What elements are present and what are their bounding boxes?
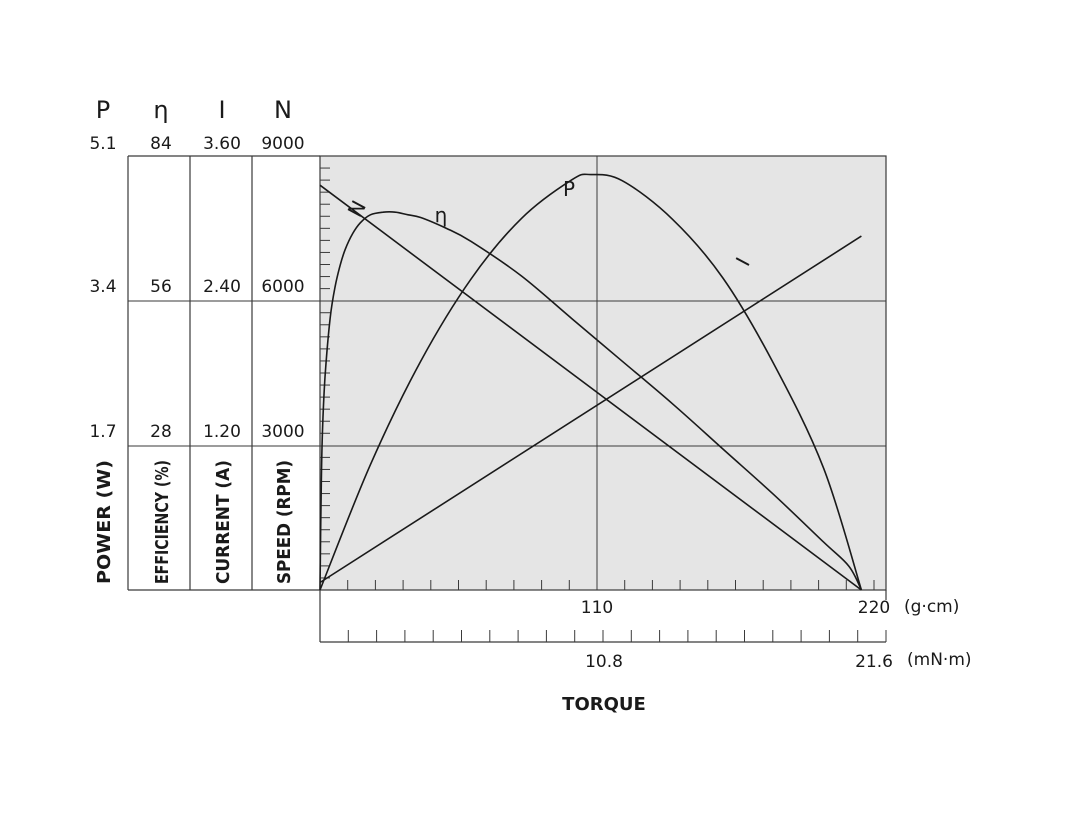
x-tick-label-gcm: 110 <box>581 598 613 618</box>
x-axis-title: TORQUE <box>562 694 646 715</box>
series-line-efficiency <box>319 211 863 591</box>
y-tick-label-efficiency: 84 <box>150 134 172 154</box>
x-unit-label-gcm: (g·cm) <box>904 597 959 617</box>
x-unit-label-mnm: (mN·m) <box>907 650 972 670</box>
series-line-power <box>319 173 863 591</box>
y-tick-label-efficiency: 28 <box>150 422 172 442</box>
y-axis-symbol-speed: N <box>274 96 292 124</box>
x-tick-label-mnm: 21.6 <box>855 652 893 672</box>
series-lines <box>319 173 863 591</box>
y-axis-title-current: CURRENT (A) <box>213 460 234 584</box>
y-axis-symbol-current: I <box>218 96 225 124</box>
y-tick-label-current: 2.40 <box>203 277 241 297</box>
y-tick-label-power: 1.7 <box>89 422 116 442</box>
y-tick-label-efficiency: 56 <box>150 277 172 297</box>
y-tick-label-speed: 9000 <box>261 134 304 154</box>
series-line-current <box>319 235 862 584</box>
axis-ticks <box>306 155 887 642</box>
curve-label-efficiency: η <box>435 203 448 227</box>
curve-label-power: P <box>563 177 575 201</box>
y-tick-label-power: 5.1 <box>89 134 116 154</box>
x-tick-label-gcm: 220 <box>858 598 890 618</box>
plot-area-background <box>320 156 886 590</box>
x-tick-label-mnm: 10.8 <box>585 652 623 672</box>
y-tick-label-speed: 6000 <box>261 277 304 297</box>
y-tick-label-current: 3.60 <box>203 134 241 154</box>
y-axis-symbol-efficiency: η <box>153 96 168 124</box>
y-tick-label-power: 3.4 <box>89 277 116 297</box>
y-axis-title-efficiency: EFFICIENCY (%) <box>152 460 173 584</box>
y-axis-symbol-power: P <box>96 96 110 124</box>
y-axis-title-speed: SPEED (RPM) <box>274 460 295 584</box>
y-axis-title-power: POWER (W) <box>94 460 115 584</box>
y-tick-label-current: 1.20 <box>203 422 241 442</box>
y-tick-label-speed: 3000 <box>261 422 304 442</box>
series-line-speed <box>319 184 862 591</box>
